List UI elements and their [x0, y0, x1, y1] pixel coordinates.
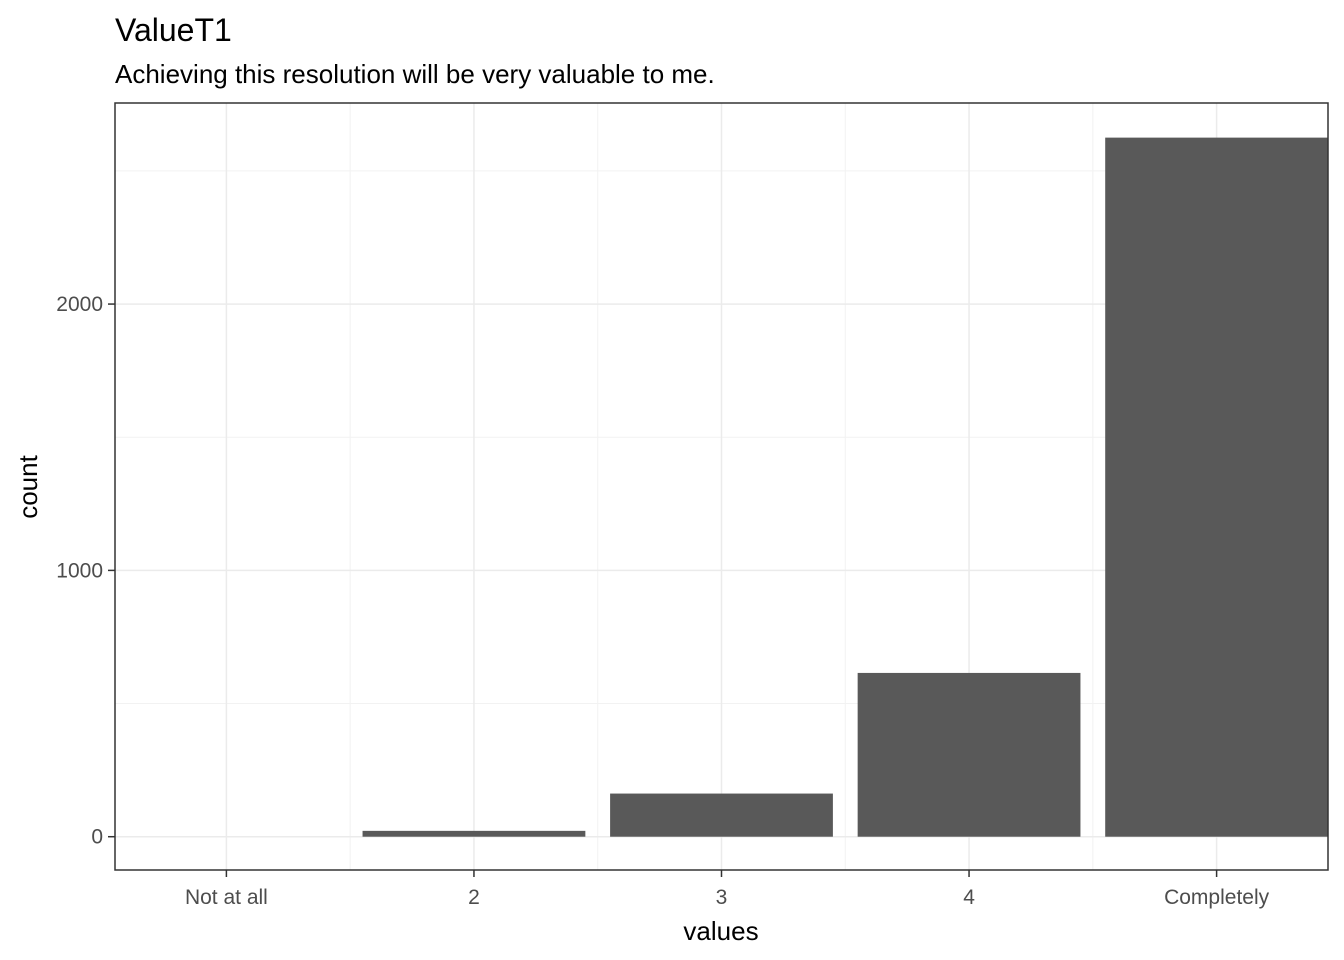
- x-tick-label: 4: [963, 886, 975, 909]
- y-axis: 0 1000 2000: [56, 293, 115, 849]
- x-tick-label: Completely: [1164, 886, 1270, 909]
- x-axis-title: values: [683, 916, 758, 946]
- x-tick-label: Not at all: [185, 886, 268, 909]
- x-axis: Not at all 2 3 4 Completely: [185, 870, 1270, 909]
- y-tick-label: 0: [91, 826, 103, 849]
- bar: [857, 672, 1081, 837]
- bar: [1105, 137, 1328, 837]
- bar: [610, 793, 833, 837]
- y-tick-label: 1000: [56, 559, 103, 582]
- bars: [362, 137, 1328, 837]
- bar: [362, 830, 586, 837]
- x-tick-label: 2: [468, 886, 480, 909]
- x-tick-label: 3: [716, 886, 728, 909]
- y-axis-title: count: [13, 454, 43, 518]
- chart-title: ValueT1: [115, 12, 232, 48]
- chart-subtitle: Achieving this resolution will be very v…: [115, 59, 715, 89]
- y-tick-label: 2000: [56, 293, 103, 316]
